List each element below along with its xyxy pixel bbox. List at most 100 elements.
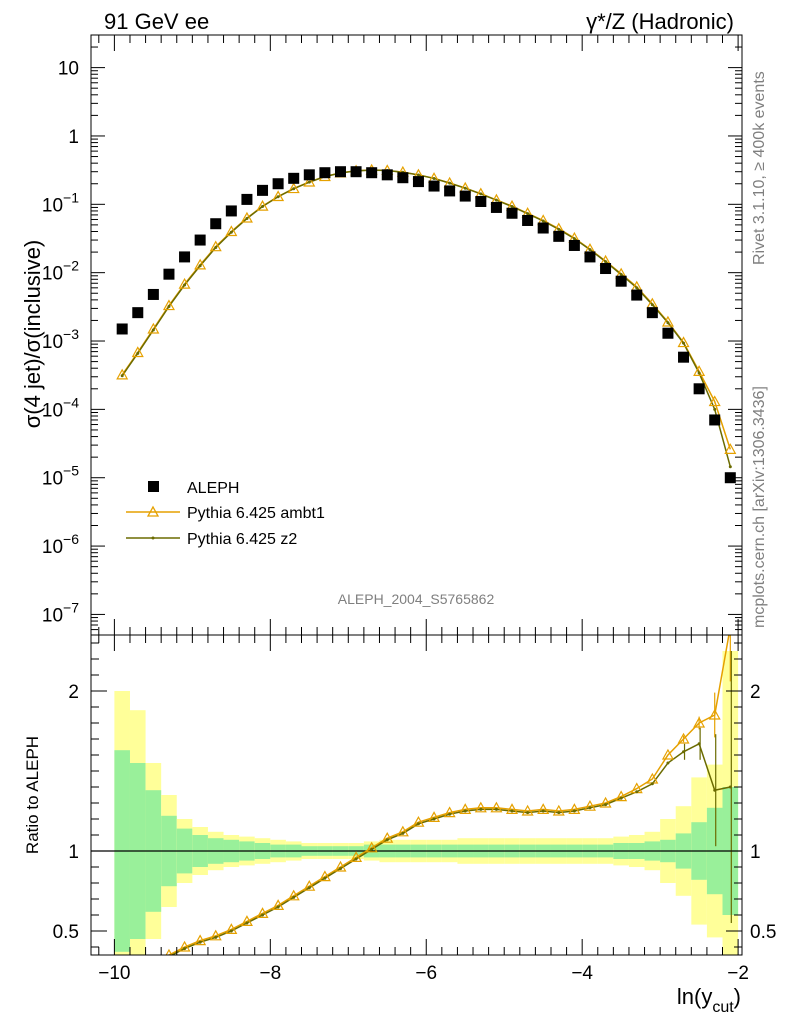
legend-marker-ambt1 xyxy=(146,505,160,517)
ambt1-ratio-point xyxy=(365,841,378,853)
ambt1-point xyxy=(677,336,690,348)
z2-ratio-point xyxy=(650,782,654,786)
z2-ratio-point xyxy=(338,867,342,871)
main-y-tick-label: 1 xyxy=(68,127,79,148)
x-tick-label: −6 xyxy=(415,963,437,984)
z2-ratio-point xyxy=(494,807,498,811)
main-marks xyxy=(116,163,737,484)
z2-ratio-point xyxy=(713,788,717,792)
z2-point xyxy=(697,371,701,375)
x-tick-label: −8 xyxy=(259,963,281,984)
z2-ratio-point xyxy=(463,809,467,813)
ambt1-point xyxy=(256,199,269,211)
x-tick-label: −4 xyxy=(571,963,593,984)
main-axes: 10 1 10−1 10−2 10−3 10−4 10−5 10−6 10−7 xyxy=(42,34,742,635)
ambt1-ratio-point xyxy=(133,964,143,973)
aleph-point xyxy=(678,351,690,363)
z2-point xyxy=(650,303,654,307)
ambt1-ratio-point xyxy=(381,831,394,843)
z2-ratio-point xyxy=(229,929,233,933)
aleph-point xyxy=(490,201,502,213)
aleph-point xyxy=(303,169,315,181)
legend: ALEPH Pythia 6.425 ambt1 Pythia 6.425 z2 xyxy=(126,480,325,548)
ambt1-ratio-point xyxy=(240,915,253,927)
ambt1-ratio-point xyxy=(490,801,503,813)
z2-point xyxy=(229,230,233,234)
ratio-y-tick-label-right: 2 xyxy=(750,682,761,703)
ambt1-point xyxy=(225,225,238,237)
aleph-point xyxy=(366,167,378,179)
ambt1-ratio-point xyxy=(552,804,565,816)
ambt1-ratio-point xyxy=(334,860,347,872)
aleph-point xyxy=(459,190,471,202)
z2-point xyxy=(261,204,265,208)
aleph-point xyxy=(163,268,175,280)
aleph-point xyxy=(412,176,424,188)
aleph-point xyxy=(225,205,237,217)
ambt1-point xyxy=(147,322,160,334)
main-y-tick-label: 10−5 xyxy=(42,463,79,490)
ambt1-line xyxy=(121,169,732,450)
z2-point xyxy=(463,186,467,190)
ratio-y-tick-label-right: 1 xyxy=(750,842,761,863)
ambt1-ratio-point xyxy=(708,708,721,720)
aleph-point xyxy=(709,414,721,426)
z2-ratio-point xyxy=(557,811,561,815)
ambt1-ratio-point xyxy=(521,804,534,816)
main-y-axis-label: σ(4 jet)/σ(inclusive) xyxy=(20,240,45,429)
z2-ratio-point xyxy=(588,806,592,810)
process-title: γ*/Z (Hadronic) xyxy=(586,9,734,34)
ambt1-ratio-point xyxy=(615,790,628,802)
x-axis-label-subscript: cut xyxy=(712,999,734,1016)
z2-ratio-point xyxy=(292,895,296,899)
ambt1-ratio-point xyxy=(505,803,519,815)
z2-point xyxy=(307,180,311,184)
z2-point xyxy=(635,286,639,290)
z2-ratio-point xyxy=(167,955,170,958)
aleph-point xyxy=(693,383,705,395)
aleph-point xyxy=(272,178,284,190)
ambt1-ratio-point xyxy=(474,801,487,813)
z2-ratio-point xyxy=(666,761,670,765)
ratio-y-tick-label: 0.5 xyxy=(53,922,79,943)
ambt1-ratio-point xyxy=(583,799,596,811)
rivet-version-label: Rivet 3.1.10, ≥ 400k events xyxy=(751,71,768,265)
ambt1-ratio-point xyxy=(443,806,456,818)
ambt1-point xyxy=(708,395,721,407)
legend-label-z2: Pythia 6.425 z2 xyxy=(187,531,297,548)
ambt1-ratio-point xyxy=(194,934,207,946)
aleph-point xyxy=(631,289,643,301)
energy-title: 91 GeV ee xyxy=(104,9,209,34)
z2-ratio-point xyxy=(323,876,327,880)
ambt1-ratio-point xyxy=(178,940,191,952)
z2-point xyxy=(292,187,296,191)
z2-point xyxy=(619,273,623,277)
aleph-point xyxy=(522,214,534,226)
z2-point xyxy=(588,248,592,252)
z2-point xyxy=(120,374,124,378)
ambt1-ratio-point xyxy=(537,803,550,815)
main-panel: 10 1 10−1 10−2 10−3 10−4 10−5 10−6 10−7 xyxy=(42,34,743,636)
aleph-point xyxy=(350,166,362,178)
z2-point xyxy=(416,173,420,177)
z2-point xyxy=(448,181,452,185)
ratio-y-tick-label-right: 0.5 xyxy=(750,922,776,943)
ratio-uncertainty-bands xyxy=(91,651,742,955)
z2-point xyxy=(604,260,608,264)
main-y-tick-label: 10−1 xyxy=(42,189,79,216)
ambt1-ratio-line xyxy=(166,635,730,955)
ambt1-ratio-point xyxy=(225,923,238,935)
z2-ratio-point xyxy=(401,831,405,835)
ambt1-ratio-point xyxy=(396,825,409,837)
z2-ratio-point xyxy=(682,750,686,754)
z2-ratio-point xyxy=(385,838,389,842)
z2-ratio-point xyxy=(526,811,530,815)
ratio-y-tick-label: 2 xyxy=(68,682,79,703)
z2-point xyxy=(682,341,686,345)
ambt1-point xyxy=(162,299,175,311)
z2-ratio-point xyxy=(619,796,623,800)
z2-point xyxy=(151,328,155,332)
ambt1-ratio-point xyxy=(287,889,300,901)
z2-ratio-point xyxy=(183,947,187,951)
ambt1-ratio-point xyxy=(677,732,690,744)
